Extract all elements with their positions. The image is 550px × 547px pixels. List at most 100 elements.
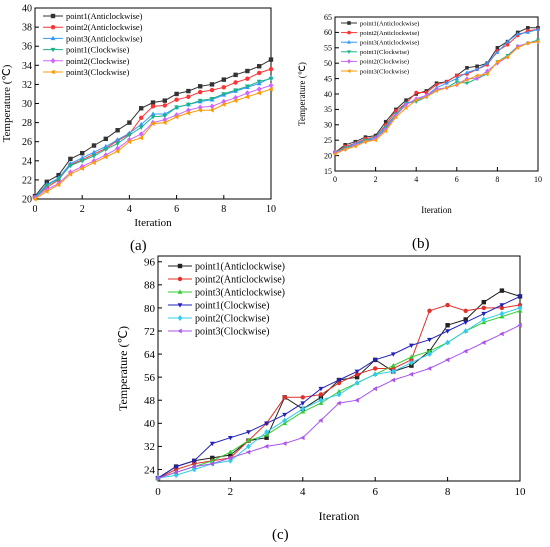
data-point <box>173 469 178 475</box>
series-6 <box>332 39 540 157</box>
data-point <box>44 179 49 185</box>
panel-c-label: (c) <box>272 527 289 543</box>
legend-label: point3(Clockwise) <box>66 67 129 77</box>
data-point <box>481 340 486 345</box>
data-point <box>191 466 197 473</box>
data-point <box>191 459 197 464</box>
data-point <box>372 358 378 363</box>
data-point <box>499 288 505 293</box>
legend-marker <box>50 13 56 19</box>
plot-frame <box>157 255 521 482</box>
x-tick-label: 8 <box>221 204 226 215</box>
x-axis-label: Iteration <box>319 509 360 523</box>
data-point <box>336 378 342 383</box>
data-point <box>174 105 180 110</box>
data-point <box>505 39 510 44</box>
x-tick-label: 4 <box>127 204 132 215</box>
y-tick-label: 40 <box>324 90 332 99</box>
legend-label: point2(Anticlockwise) <box>195 275 285 286</box>
data-point <box>191 464 196 469</box>
legend-label: point3(Clockwise) <box>195 327 269 338</box>
data-point <box>505 42 510 47</box>
data-point <box>44 183 50 189</box>
data-point <box>209 461 215 467</box>
legend-marker <box>177 315 183 321</box>
data-point <box>91 160 96 166</box>
legend-label: point3(Anticlockwise) <box>360 40 419 47</box>
data-point <box>434 82 439 87</box>
legend-marker <box>177 303 183 308</box>
data-point <box>354 372 360 377</box>
data-point <box>342 147 347 152</box>
data-point <box>535 39 540 44</box>
data-point <box>332 152 337 157</box>
data-point <box>383 119 388 124</box>
y-tick-label: 40 <box>144 418 156 430</box>
legend-marker <box>177 328 182 334</box>
data-point <box>91 143 97 148</box>
data-point <box>404 102 409 108</box>
data-point <box>245 68 250 74</box>
data-point <box>354 369 360 375</box>
data-point <box>414 90 419 95</box>
data-point <box>464 70 469 74</box>
data-point <box>481 311 487 317</box>
data-point <box>495 60 500 66</box>
data-point <box>186 94 191 100</box>
data-point <box>221 85 226 90</box>
legend-marker <box>50 47 56 53</box>
data-point <box>227 435 233 441</box>
data-point <box>495 50 500 54</box>
data-point <box>246 437 251 443</box>
data-point <box>174 91 179 97</box>
data-point <box>221 102 226 107</box>
data-point <box>150 111 156 116</box>
data-point <box>403 105 408 110</box>
data-point <box>515 43 520 49</box>
data-point <box>517 302 523 308</box>
data-point <box>162 98 167 103</box>
data-point <box>197 98 203 104</box>
data-point <box>515 45 520 50</box>
data-point <box>162 116 168 123</box>
data-point <box>264 421 270 426</box>
data-point <box>245 449 251 455</box>
data-point <box>318 395 324 400</box>
data-point <box>227 455 233 461</box>
data-point <box>464 81 469 86</box>
legend-label: point1(Clockwise) <box>360 49 409 56</box>
chart-a: 0 2 4 6 8 102022242628303234363840IterationTe… <box>1 4 276 230</box>
data-point <box>499 305 505 311</box>
data-point <box>185 102 191 108</box>
data-point <box>336 388 342 394</box>
data-point <box>227 449 233 454</box>
data-point <box>263 443 269 449</box>
series-3 <box>32 75 274 199</box>
y-tick-label: 35 <box>324 105 332 114</box>
series-1 <box>32 57 274 199</box>
legend: point1(Anticlockwise) point2(Anticlockwis… <box>341 20 419 75</box>
y-tick-label: 26 <box>22 137 32 148</box>
data-point <box>257 70 262 76</box>
data-point <box>414 98 418 103</box>
y-tick-label: 32 <box>22 80 32 91</box>
data-point <box>393 113 398 118</box>
data-point <box>56 177 62 182</box>
data-point <box>426 366 432 371</box>
data-point <box>463 348 468 354</box>
x-tick-label: 6 <box>455 175 459 184</box>
data-point <box>475 64 479 69</box>
data-point <box>336 400 341 406</box>
data-point <box>363 139 367 144</box>
x-tick-label: 6 <box>174 204 179 215</box>
data-point <box>233 80 238 85</box>
data-point <box>372 371 378 378</box>
data-point <box>300 435 305 441</box>
y-tick-label: 30 <box>22 99 32 110</box>
data-point <box>445 302 450 308</box>
y-tick-label: 45 <box>324 74 332 83</box>
data-point <box>139 106 144 111</box>
data-point <box>485 61 490 65</box>
data-point <box>391 366 396 371</box>
x-tick-label: 0 <box>33 204 38 215</box>
